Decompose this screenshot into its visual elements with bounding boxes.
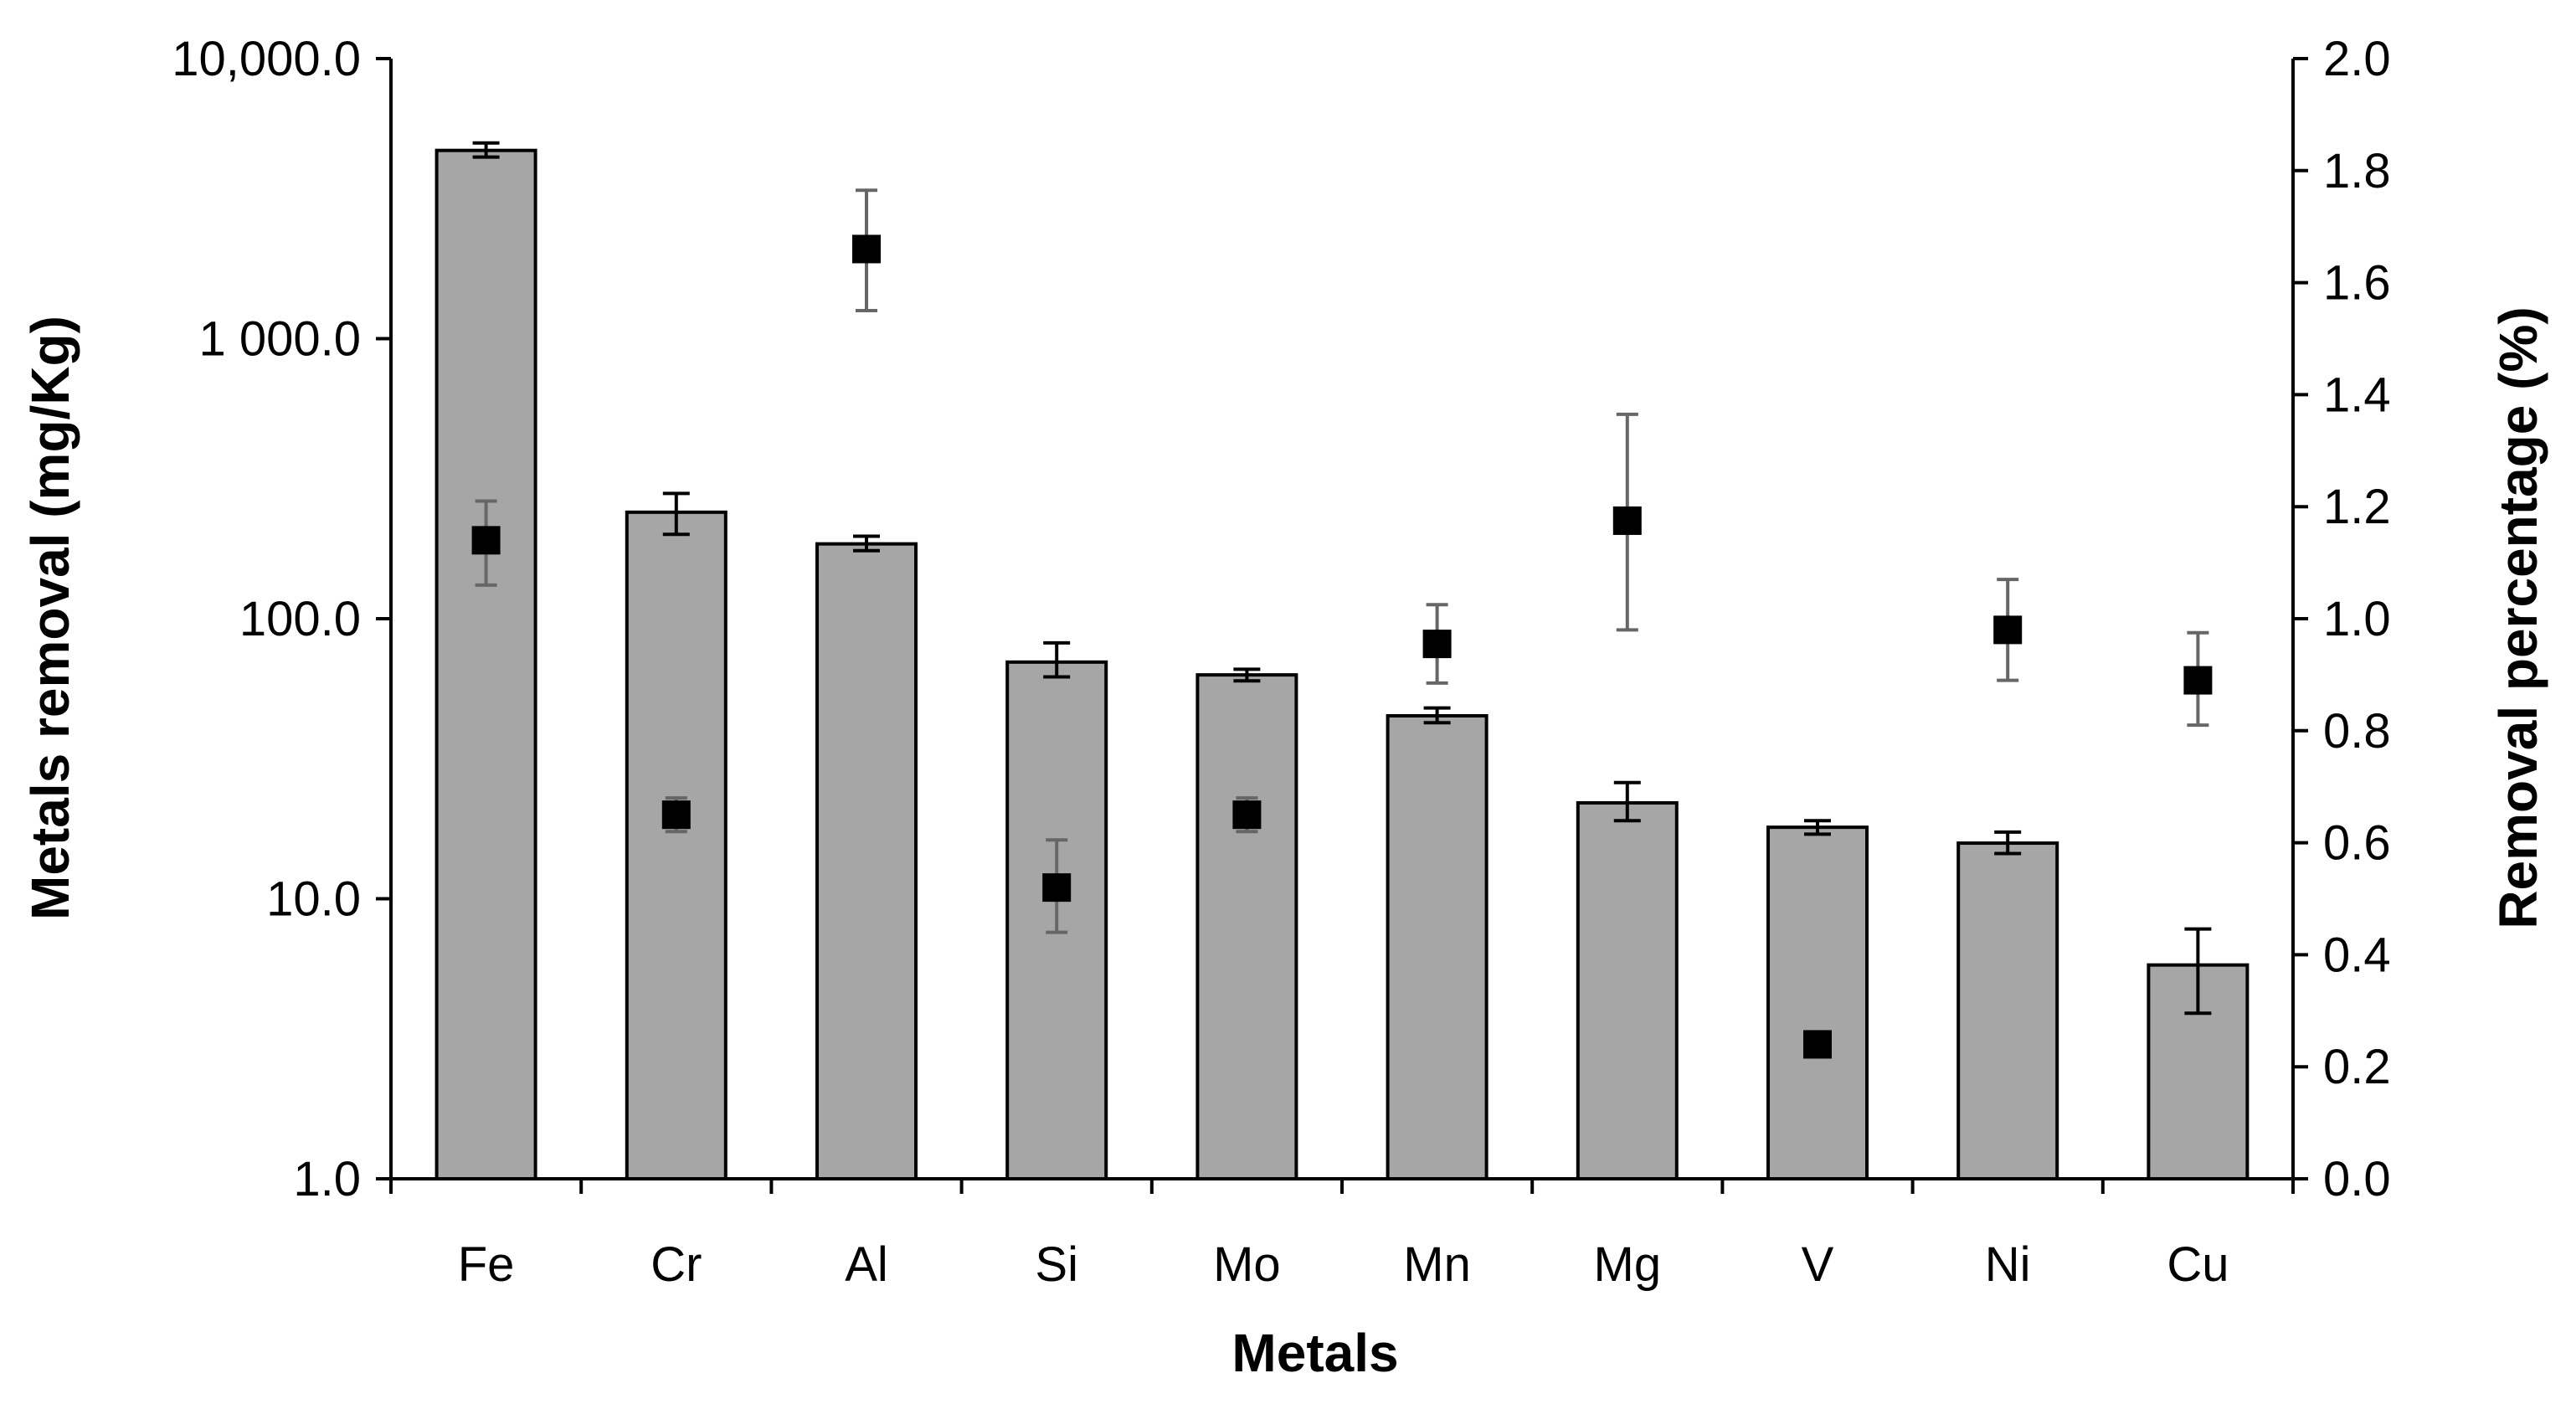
bar-error-bar-al	[853, 534, 880, 553]
point-cr	[661, 796, 691, 834]
point-ni	[1993, 578, 2023, 682]
right-y-axis-title: Removal percentage (%)	[2488, 306, 2548, 928]
point-marker	[661, 800, 691, 830]
bar-error-bar-fe	[472, 141, 500, 159]
right-y-tick-label: 1.6	[2323, 256, 2391, 311]
right-y-tick-label: 1.4	[2323, 368, 2391, 422]
point-marker	[471, 526, 501, 555]
right-y-tick-label: 2.0	[2323, 32, 2391, 86]
left-y-tick-label: 1 000.0	[198, 312, 361, 367]
right-y-tick-label: 1.2	[2323, 480, 2391, 534]
x-category-label: Mn	[1403, 1237, 1471, 1292]
right-y-tick-label: 1.0	[2323, 592, 2391, 646]
bar-error-bar-v	[1804, 819, 1831, 836]
bar-error-bar-cu	[2184, 927, 2212, 1016]
point-marker	[1612, 506, 1642, 535]
bar-error-bar-si	[1043, 640, 1071, 679]
points-layer	[471, 188, 2213, 1059]
bar-error-bar-mg	[1613, 780, 1641, 823]
point-al	[852, 188, 881, 313]
x-category-label: Mg	[1594, 1237, 1662, 1292]
point-marker	[1993, 615, 2023, 645]
bar-error-bar-cr	[662, 491, 690, 537]
ticks-layer	[376, 57, 2308, 1194]
x-category-label: Ni	[1985, 1237, 2031, 1292]
bar-mn	[1386, 714, 1489, 1180]
left-y-axis-title: Metals removal (mg/Kg)	[20, 316, 80, 920]
point-marker	[852, 234, 881, 264]
point-fe	[471, 499, 501, 587]
right-y-tick-label: 0.6	[2323, 816, 2391, 871]
x-category-label: V	[1802, 1237, 1834, 1292]
x-category-label: Si	[1035, 1237, 1078, 1292]
x-category-label: Mo	[1213, 1237, 1281, 1292]
right-y-tick-label: 0.4	[2323, 928, 2391, 982]
point-marker	[1422, 630, 1452, 659]
point-v	[1803, 1030, 1832, 1059]
x-category-label: Cr	[650, 1237, 702, 1292]
x-axis-title: Metals	[1231, 1323, 1398, 1383]
point-marker	[1803, 1030, 1832, 1059]
bar-cr	[625, 510, 728, 1180]
bars-layer	[434, 148, 2250, 1181]
bar-v	[1766, 825, 1869, 1180]
bar-error-bar-mn	[1423, 706, 1451, 725]
right-y-tick-label: 0.2	[2323, 1040, 2391, 1094]
x-category-label: Cu	[2167, 1237, 2229, 1292]
right-y-tick-label: 0.0	[2323, 1152, 2391, 1206]
right-y-tick-label: 0.8	[2323, 704, 2391, 759]
point-mn	[1422, 603, 1452, 685]
bar-fe	[434, 148, 537, 1181]
point-marker	[2183, 666, 2213, 695]
left-y-tick-label: 100.0	[239, 592, 361, 646]
point-marker	[1042, 873, 1072, 903]
left-y-tick-label: 1.0	[293, 1152, 361, 1206]
bar-error-bar-ni	[1994, 830, 2022, 856]
point-si	[1042, 838, 1072, 934]
bar-ni	[1956, 841, 2059, 1180]
bar-mo	[1195, 673, 1298, 1180]
x-category-label: Fe	[458, 1237, 515, 1292]
point-marker	[1232, 800, 1262, 830]
left-y-tick-label: 10.0	[266, 872, 361, 927]
bar-mg	[1576, 800, 1679, 1180]
labels-layer: 1.0 10.0 100.0 1 000.0 10,000.0 0.0 0.2 0.4 0.6 0…	[172, 32, 2390, 1292]
point-cu	[2183, 630, 2213, 728]
right-y-tick-label: 1.8	[2323, 144, 2391, 198]
bar-al	[815, 542, 918, 1180]
bar-error-bars-layer	[472, 141, 2212, 1016]
point-mg	[1612, 412, 1642, 632]
bar-error-bar-mo	[1233, 667, 1261, 683]
left-y-tick-label: 10,000.0	[172, 32, 361, 86]
x-category-label: Al	[845, 1237, 888, 1292]
point-mo	[1232, 796, 1262, 834]
